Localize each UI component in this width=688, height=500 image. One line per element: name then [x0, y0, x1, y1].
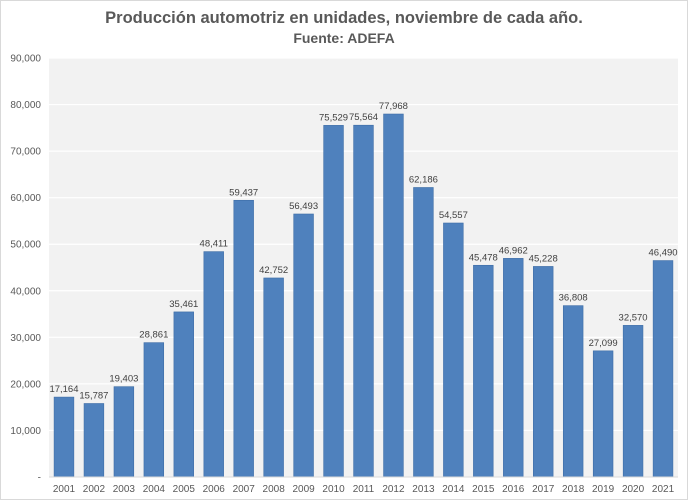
data-label: 46,490: [648, 248, 677, 259]
data-label: 36,808: [559, 293, 588, 304]
x-tick-label: 2001: [53, 484, 76, 495]
bar: [503, 258, 524, 478]
bar: [83, 403, 105, 478]
y-tick-label: 50,000: [10, 240, 41, 251]
y-tick-label: 60,000: [10, 193, 41, 204]
data-label: 17,164: [49, 384, 78, 395]
y-tick-label: 70,000: [10, 147, 41, 158]
y-tick-label: 40,000: [10, 286, 41, 297]
x-tick-label: 2005: [173, 484, 196, 495]
x-tick-label: 2019: [592, 484, 615, 495]
bar: [473, 264, 494, 478]
x-tick-label: 2010: [322, 484, 345, 495]
x-tick-label: 2020: [622, 484, 645, 495]
chart-title: Producción automotriz en unidades, novie…: [105, 9, 583, 27]
data-label: 48,411: [200, 239, 228, 250]
x-tick-label: 2003: [113, 484, 136, 495]
bar: [173, 311, 194, 478]
data-label: 19,403: [109, 374, 138, 385]
data-label: 45,228: [529, 253, 558, 264]
data-label: 75,564: [349, 112, 378, 123]
y-tick-label: 80,000: [10, 100, 41, 111]
x-tick-label: 2008: [263, 484, 286, 495]
bar: [263, 277, 284, 478]
bar: [622, 325, 644, 478]
y-tick-label: 30,000: [10, 333, 41, 344]
data-label: 32,570: [619, 312, 648, 323]
x-tick-label: 2017: [532, 484, 555, 495]
x-tick-label: 2021: [652, 484, 675, 495]
data-label: 54,557: [439, 210, 468, 221]
bar: [353, 124, 374, 478]
bar: [562, 305, 584, 478]
bar: [533, 266, 554, 478]
bar: [383, 113, 404, 478]
x-tick-label: 2004: [143, 484, 166, 495]
data-label: 59,437: [229, 187, 258, 198]
x-tick-label: 2011: [353, 484, 375, 495]
x-tick-label: 2013: [412, 484, 435, 495]
bar: [652, 260, 674, 478]
x-tick-label: 2014: [442, 484, 465, 495]
data-label: 75,529: [319, 112, 348, 123]
data-label: 77,968: [379, 101, 408, 112]
bar: [413, 187, 434, 478]
x-tick-label: 2007: [233, 484, 256, 495]
data-label: 28,861: [139, 330, 168, 341]
x-tick-label: 2015: [472, 484, 495, 495]
data-label: 45,478: [469, 252, 498, 263]
bar: [443, 222, 464, 478]
data-label: 46,962: [499, 245, 528, 256]
data-label: 56,493: [289, 201, 318, 212]
x-tick-label: 2018: [562, 484, 585, 495]
bar: [233, 199, 254, 478]
x-tick-label: 2016: [502, 484, 525, 495]
x-tick-label: 2002: [83, 484, 106, 495]
bar: [293, 213, 314, 478]
x-tick-label: 2012: [382, 484, 405, 495]
bar: [592, 350, 614, 478]
y-tick-label: 90,000: [10, 54, 41, 65]
y-tick-label: -: [38, 473, 41, 484]
data-label: 15,787: [79, 391, 108, 402]
data-label: 35,461: [169, 299, 198, 310]
x-tick-label: 2006: [203, 484, 226, 495]
bar: [203, 251, 224, 478]
data-label: 27,099: [589, 338, 618, 349]
y-tick-label: 20,000: [10, 379, 41, 390]
bar: [53, 396, 75, 478]
chart-subtitle: Fuente: ADEFA: [293, 30, 395, 46]
x-tick-label: 2009: [292, 484, 315, 495]
bar: [323, 125, 344, 478]
data-label: 62,186: [409, 174, 438, 185]
bar: [113, 386, 135, 478]
bar: [143, 342, 165, 478]
data-label: 42,752: [259, 265, 288, 276]
y-tick-label: 10,000: [10, 426, 41, 437]
